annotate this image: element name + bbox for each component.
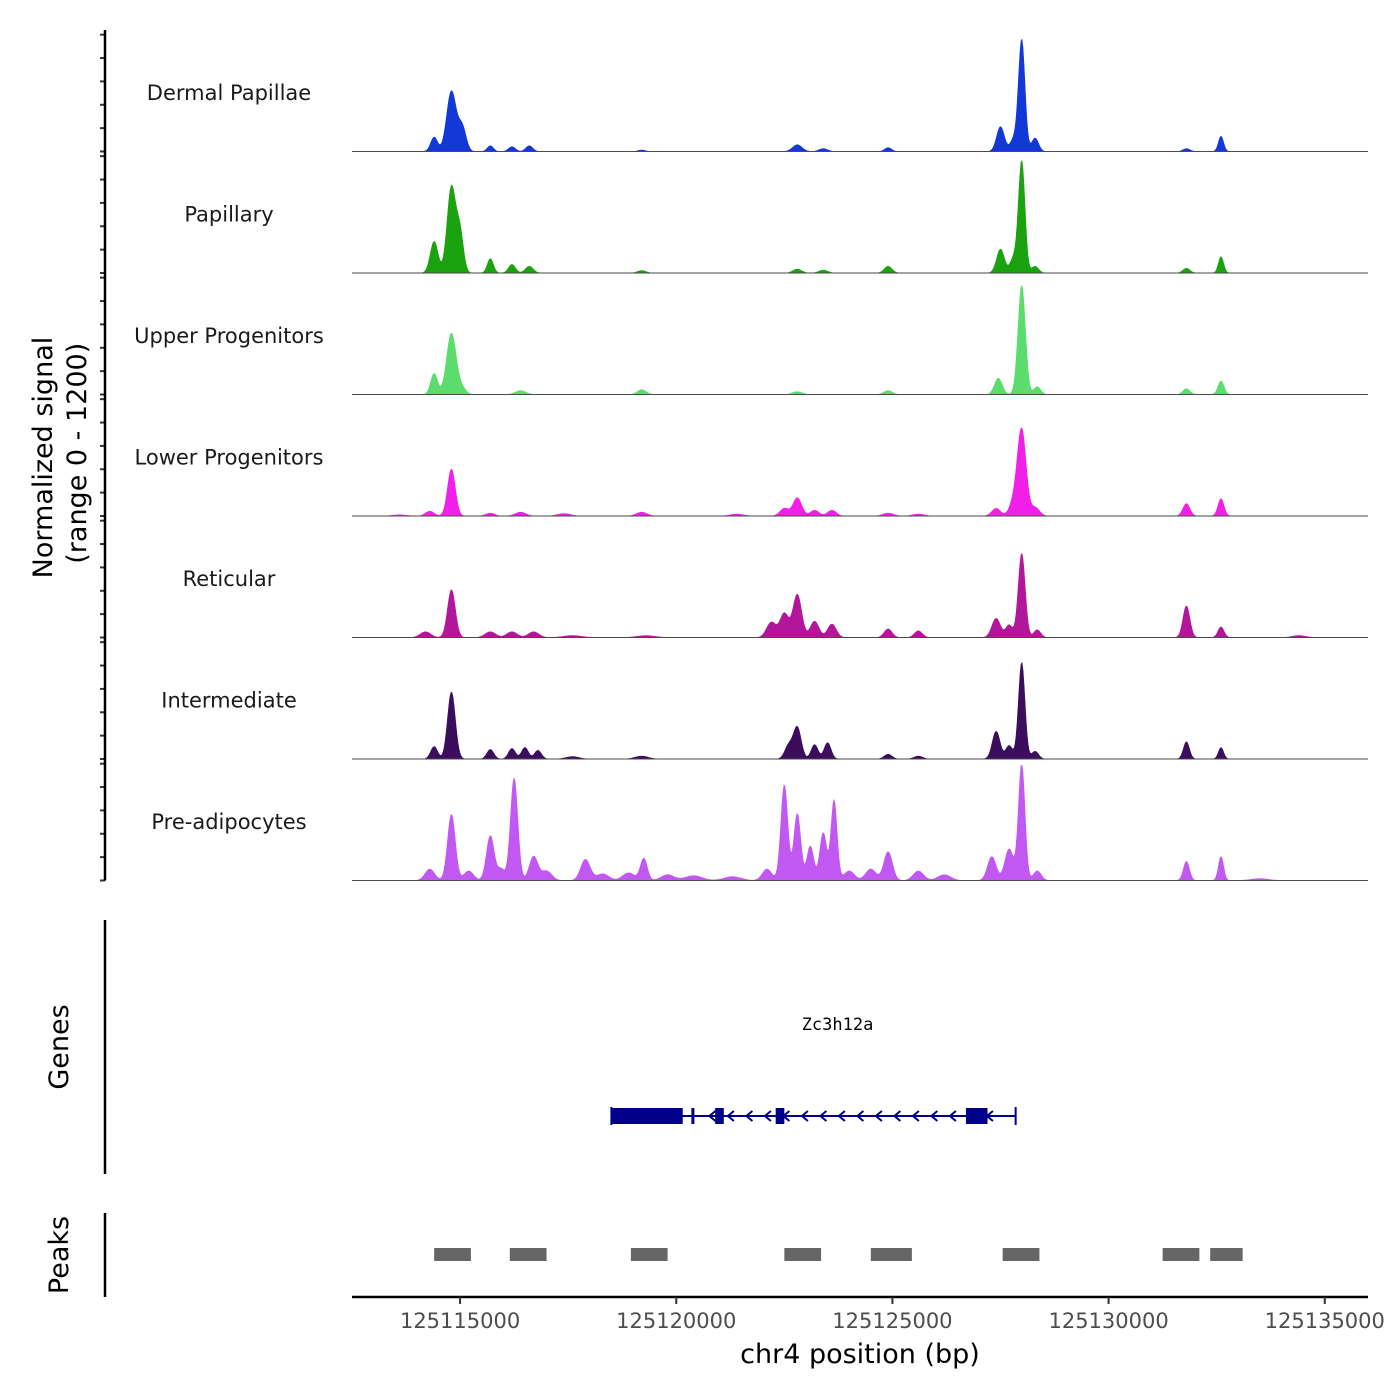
strand-arrow (929, 1110, 939, 1122)
peak-region (1162, 1248, 1200, 1261)
x-axis: 125115000 125120000 125125000 125130000 1251… (352, 1295, 1385, 1333)
track-label: Intermediate (161, 689, 297, 713)
signal-area (352, 661, 1368, 760)
strand-arrow (818, 1110, 828, 1122)
strand-arrow (892, 1110, 902, 1122)
peak-region (1002, 1248, 1040, 1261)
signal-area (352, 284, 1368, 395)
track-label: Upper Progenitors (134, 324, 324, 348)
signal-tracks: Dermal Papillae Papillary Upper Progenitor… (134, 38, 1368, 881)
y-axis-label-line1: Normalized signal (28, 337, 59, 579)
y-axis-label: Normalized signal (range 0 - 1200) (28, 328, 93, 578)
genes-track-label: Genes (44, 1004, 75, 1089)
signal-area (352, 427, 1368, 517)
x-tick-label: 125135000 (1265, 1309, 1385, 1333)
strand-arrow (726, 1110, 735, 1122)
track-pre-adipocytes: Pre-adipocytes (151, 765, 1368, 881)
track-label: Reticular (183, 567, 276, 591)
track-upper-progenitors: Upper Progenitors (134, 284, 1368, 395)
peak-region (870, 1248, 912, 1261)
track-label: Lower Progenitors (135, 446, 324, 470)
x-tick-label: 125115000 (400, 1309, 520, 1333)
track-intermediate: Intermediate (161, 661, 1368, 760)
strand-arrow (800, 1110, 809, 1122)
gene-exon (691, 1108, 695, 1124)
peak-region (509, 1248, 547, 1261)
signal-area (352, 552, 1368, 638)
track-lower-progenitors: Lower Progenitors (135, 427, 1368, 517)
signal-y-axis (100, 30, 107, 882)
gene-name-label: Zc3h12a (802, 1015, 874, 1035)
genes-track (103, 920, 1017, 1174)
strand-arrow (707, 1110, 717, 1122)
x-tick-label: 125120000 (616, 1309, 736, 1333)
gene-exon (715, 1108, 724, 1124)
gene-exon (965, 1108, 988, 1124)
peak-region (434, 1248, 471, 1261)
track-reticular: Reticular (183, 552, 1368, 638)
track-label: Papillary (184, 203, 273, 227)
peaks-track (103, 1213, 1243, 1297)
x-tick-label: 125125000 (832, 1309, 952, 1333)
gene-exon (775, 1108, 785, 1124)
strand-arrow (948, 1110, 957, 1122)
peak-region (784, 1248, 822, 1261)
track-label: Pre-adipocytes (151, 810, 306, 834)
x-tick-label: 125130000 (1048, 1309, 1168, 1333)
peak-region (1210, 1248, 1243, 1261)
strand-arrow (837, 1110, 846, 1122)
strand-arrow (911, 1110, 920, 1122)
peaks-track-label: Peaks (44, 1216, 75, 1294)
signal-area (352, 765, 1368, 881)
strand-arrow (855, 1110, 865, 1122)
gene-exon (611, 1108, 683, 1124)
strand-arrow (744, 1110, 754, 1122)
track-papillary: Papillary (184, 159, 1368, 274)
peak-region (630, 1248, 668, 1261)
signal-area (352, 38, 1368, 152)
y-axis-label-line2: (range 0 - 1200) (62, 343, 93, 564)
track-dermal-papillae: Dermal Papillae (147, 38, 1368, 152)
strand-arrow (874, 1110, 883, 1122)
strand-arrow (763, 1110, 772, 1122)
x-axis-label: chr4 position (bp) (740, 1339, 980, 1370)
signal-area (352, 159, 1368, 274)
track-label: Dermal Papillae (147, 81, 311, 105)
